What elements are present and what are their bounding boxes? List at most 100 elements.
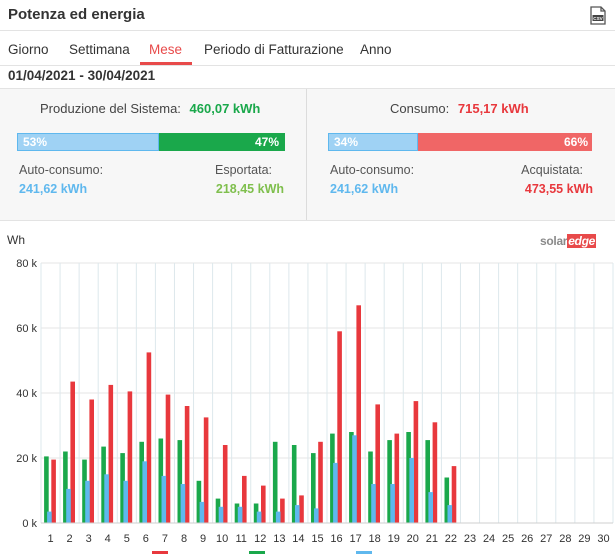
chart-bar <box>85 480 90 524</box>
x-tick-label: 28 <box>559 533 571 545</box>
chart-bar <box>311 453 316 523</box>
chart-bar <box>120 453 125 523</box>
consumption-self-segment <box>328 133 418 151</box>
chart-bar <box>70 381 75 523</box>
chart-bar <box>63 451 68 523</box>
chart-bar <box>108 384 114 523</box>
x-tick-label: 29 <box>578 533 590 545</box>
chart-bar <box>352 435 357 524</box>
chart-bar <box>375 404 380 523</box>
legend-swatch <box>249 551 265 554</box>
production-self-value: 241,62 kWh <box>19 182 88 196</box>
x-tick-label: 18 <box>369 533 381 545</box>
chart-bar <box>356 305 361 524</box>
chart-bar <box>234 503 240 523</box>
chart-bar <box>127 391 133 523</box>
chart-bar <box>368 451 373 523</box>
chart-bar <box>104 474 109 524</box>
consumption-title-label: Consumo: <box>390 101 450 116</box>
chart-bar <box>199 501 205 523</box>
chart-bar <box>161 475 167 523</box>
x-tick-label: 17 <box>349 533 361 545</box>
production-title-label: Produzione del Sistema: <box>40 101 181 116</box>
chart-bar <box>253 503 259 523</box>
x-tick-label: 30 <box>597 533 609 545</box>
x-tick-label: 21 <box>426 533 438 545</box>
chart-bar <box>82 459 87 523</box>
production-self-segment <box>17 133 159 151</box>
consumption-import-segment <box>418 133 592 151</box>
tab-periodo-fatturazione[interactable]: Periodo di Fatturazione <box>204 42 344 57</box>
logo-edge-text: edge <box>567 234 596 248</box>
x-tick-label: 10 <box>216 533 228 545</box>
y-tick-label: 0 k <box>22 518 37 530</box>
x-tick-label: 20 <box>407 533 419 545</box>
production-value: 460,07 kWh <box>189 101 261 116</box>
production-export-value: 218,45 kWh <box>215 182 284 196</box>
chart-bar <box>158 438 164 523</box>
x-tick-label: 4 <box>105 533 111 545</box>
chart-bar <box>101 446 106 523</box>
x-tick-label: 9 <box>200 533 206 545</box>
x-tick-label: 25 <box>502 533 514 545</box>
chart-bar <box>51 459 56 523</box>
csv-file-icon[interactable]: CSV <box>590 6 606 25</box>
chart-bar <box>215 498 221 523</box>
x-tick-label: 15 <box>311 533 323 545</box>
consumption-bar: 34% 66% <box>328 133 592 151</box>
x-tick-label: 12 <box>254 533 266 545</box>
production-export-percent: 47% <box>254 135 279 149</box>
y-tick-label: 20 k <box>16 453 37 465</box>
x-tick-label: 6 <box>143 533 149 545</box>
chart-bar <box>432 422 438 524</box>
x-tick-label: 23 <box>464 533 476 545</box>
chart-bar <box>295 505 300 523</box>
logo-solar-text: solar <box>540 234 568 248</box>
chart-bar <box>428 492 433 523</box>
legend-swatch <box>356 551 372 554</box>
x-tick-label: 13 <box>273 533 285 545</box>
chart-unit-label: Wh <box>7 233 25 247</box>
widget-title: Potenza ed energia <box>8 6 145 23</box>
consumption-value: 715,17 kWh <box>457 101 529 116</box>
tab-mese[interactable]: Mese <box>149 42 183 57</box>
legend-swatch <box>152 551 168 554</box>
x-tick-label: 22 <box>445 533 457 545</box>
chart-bar <box>47 511 52 523</box>
y-tick-label: 80 k <box>16 258 37 270</box>
chart-bar <box>203 417 209 523</box>
tab-settimana[interactable]: Settimana <box>69 42 130 57</box>
consumption-import-percent: 66% <box>563 135 588 149</box>
chart-bar <box>256 511 262 523</box>
chart-bar <box>280 498 285 523</box>
chart-bar <box>333 462 338 523</box>
chart-bar <box>196 480 202 524</box>
chart-bar <box>291 445 297 523</box>
y-tick-label: 60 k <box>16 323 37 335</box>
chart-bar <box>275 511 281 523</box>
chart-bar <box>318 441 323 524</box>
chart-bar <box>330 433 335 523</box>
chart-bar <box>387 440 392 523</box>
tab-anno[interactable]: Anno <box>360 42 392 57</box>
chart-bar <box>261 485 266 523</box>
active-tab-indicator <box>140 62 192 65</box>
consumption-self-percent: 34% <box>334 135 359 149</box>
x-tick-label: 24 <box>483 533 495 545</box>
chart-bar <box>123 480 128 524</box>
y-tick-label: 40 k <box>16 388 37 400</box>
chart-bar <box>299 495 304 523</box>
chart-bar <box>406 432 411 523</box>
x-tick-label: 1 <box>47 533 53 545</box>
energy-summary: Produzione del Sistema: 460,07 kWh 53% 4… <box>0 88 615 221</box>
x-tick-label: 3 <box>86 533 92 545</box>
tab-giorno[interactable]: Giorno <box>8 42 49 57</box>
production-export-segment <box>159 133 285 151</box>
widget-header: Potenza ed energia CSV <box>0 0 615 31</box>
chart-bar <box>218 506 224 524</box>
chart-bar <box>89 399 94 523</box>
energy-chart: 0 k20 k40 k60 k80 k1 2 3 4 5 6 7 8 9 10 11 12 13 14 15… <box>16 258 614 554</box>
x-tick-label: 11 <box>235 533 246 545</box>
consumption-self-label: Auto-consumo: <box>330 163 415 177</box>
x-tick-label: 14 <box>292 533 304 545</box>
